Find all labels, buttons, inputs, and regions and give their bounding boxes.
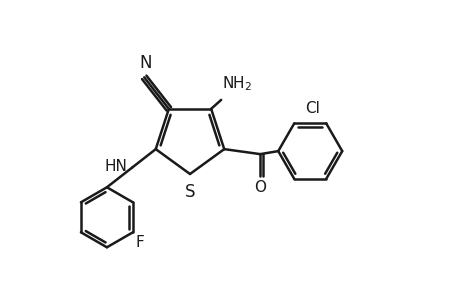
Text: HN: HN [104,159,127,174]
Text: N: N [139,54,151,72]
Text: O: O [254,180,266,195]
Text: NH$_2$: NH$_2$ [222,74,252,93]
Text: Cl: Cl [304,101,319,116]
Text: F: F [135,235,144,250]
Text: S: S [185,183,195,201]
